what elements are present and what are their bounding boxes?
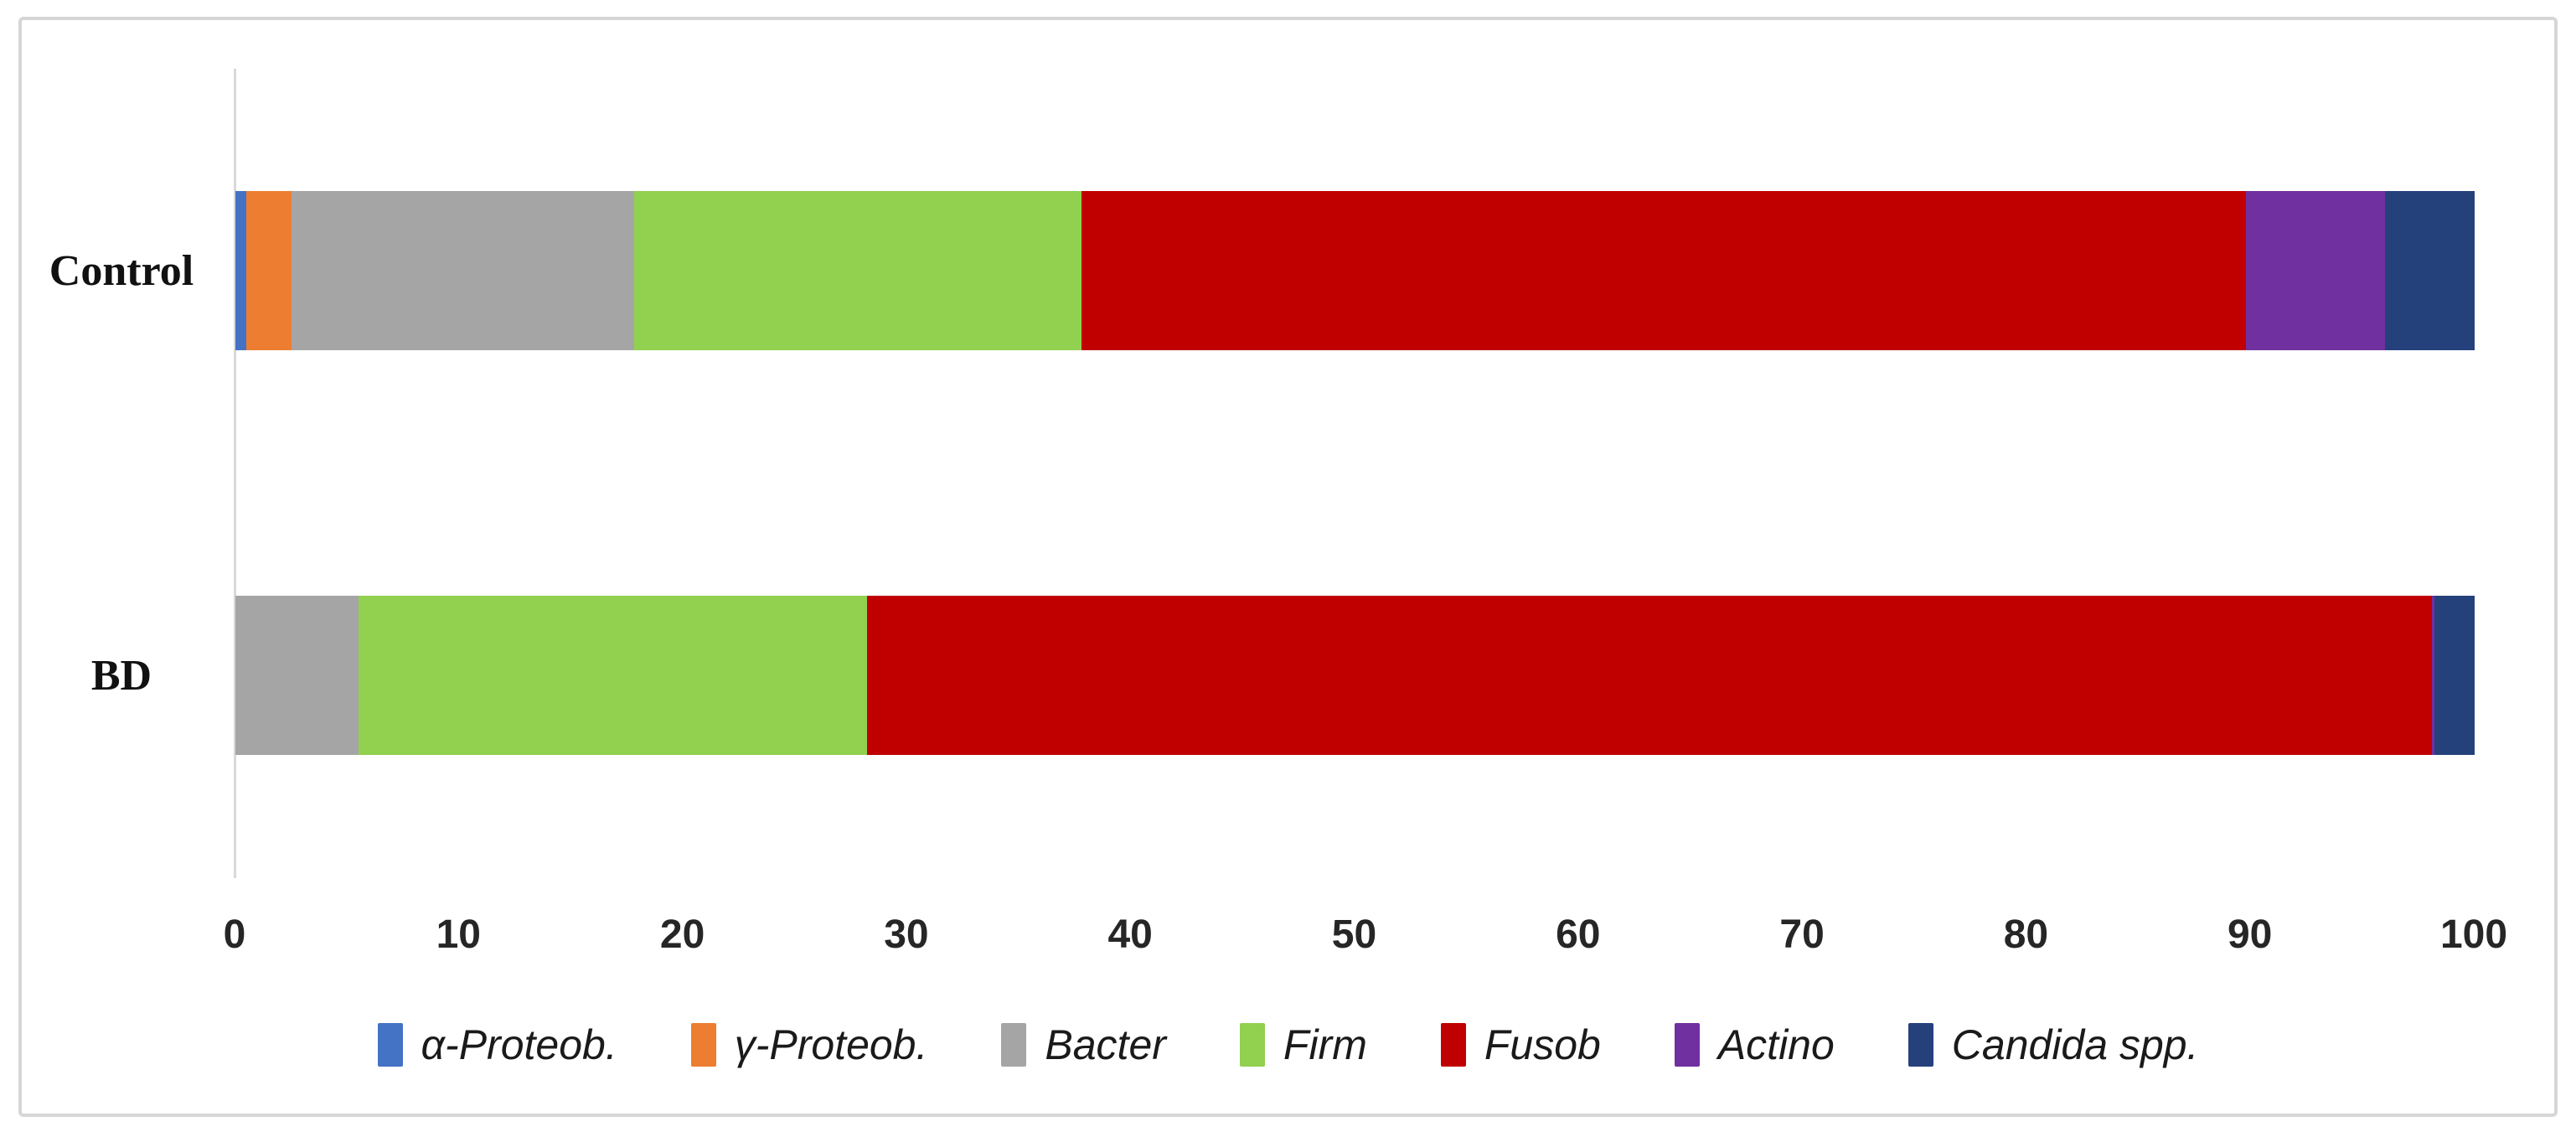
x-tick-70: 70	[1779, 912, 1825, 957]
legend-label-actino: Actino	[1717, 1021, 1835, 1068]
legend-swatch-icon-firm	[1239, 1023, 1265, 1067]
legend-item-firm: Firm	[1239, 1021, 1367, 1069]
legend-swatch-icon-actino	[1674, 1023, 1700, 1067]
bar-segment-bd-bacter	[235, 596, 359, 755]
x-tick-60: 60	[1556, 912, 1601, 957]
bar-segment-control-proteob	[235, 191, 247, 350]
bar-segment-control-actino	[2246, 191, 2386, 350]
bar-segment-bd-candida-spp	[2434, 596, 2475, 755]
legend-label-bacter: Bacter	[1045, 1021, 1166, 1068]
legend-item-proteob: γ-Proteob.	[690, 1021, 928, 1069]
bar-row-bd	[235, 596, 2475, 755]
legend-label-candida-spp: Candida spp.	[1951, 1021, 2199, 1068]
x-tick-30: 30	[884, 912, 929, 957]
legend-label-fusob: Fusob	[1484, 1021, 1601, 1068]
x-tick-100: 100	[2439, 912, 2508, 957]
y-axis-line	[234, 69, 236, 878]
legend-label-firm: Firm	[1283, 1021, 1367, 1068]
legend-label-proteob: α-Proteob.	[421, 1021, 617, 1068]
bar-segment-control-candida-spp	[2385, 191, 2475, 350]
chart-frame	[18, 17, 2558, 1117]
category-label-control: Control	[49, 246, 194, 295]
category-label-bd: BD	[90, 651, 152, 700]
x-tick-40: 40	[1107, 912, 1153, 957]
bar-row-control	[235, 191, 2475, 350]
legend: α-Proteob. γ-Proteob. Bacter Firm Fusob Actin…	[0, 999, 2576, 1091]
legend-swatch-icon-proteob	[690, 1023, 716, 1067]
legend-label-proteob: γ-Proteob.	[734, 1021, 928, 1068]
legend-swatch-icon-bacter	[1001, 1023, 1027, 1067]
x-tick-0: 0	[223, 912, 246, 957]
bar-segment-bd-fusob	[866, 596, 2433, 755]
bar-segment-bd-firm	[359, 596, 867, 755]
legend-swatch-icon-candida-spp	[1907, 1023, 1933, 1067]
x-tick-80: 80	[2003, 912, 2049, 957]
legend-item-bacter: Bacter	[1001, 1021, 1166, 1069]
x-tick-50: 50	[1331, 912, 1377, 957]
legend-item-candida-spp: Candida spp.	[1907, 1021, 2199, 1069]
bar-segment-control-fusob	[1082, 191, 2247, 350]
legend-item-fusob: Fusob	[1440, 1021, 1601, 1069]
x-tick-10: 10	[436, 912, 481, 957]
legend-swatch-icon-fusob	[1440, 1023, 1466, 1067]
bar-segment-control-bacter	[291, 191, 634, 350]
bar-segment-bd-actino	[2432, 596, 2434, 755]
bar-segment-control-proteob	[246, 191, 292, 350]
legend-swatch-icon-proteob	[377, 1023, 403, 1067]
x-tick-20: 20	[659, 912, 705, 957]
legend-item-actino: Actino	[1674, 1021, 1835, 1069]
bar-segment-control-firm	[633, 191, 1082, 350]
x-tick-90: 90	[2227, 912, 2273, 957]
legend-item-proteob: α-Proteob.	[377, 1021, 617, 1069]
